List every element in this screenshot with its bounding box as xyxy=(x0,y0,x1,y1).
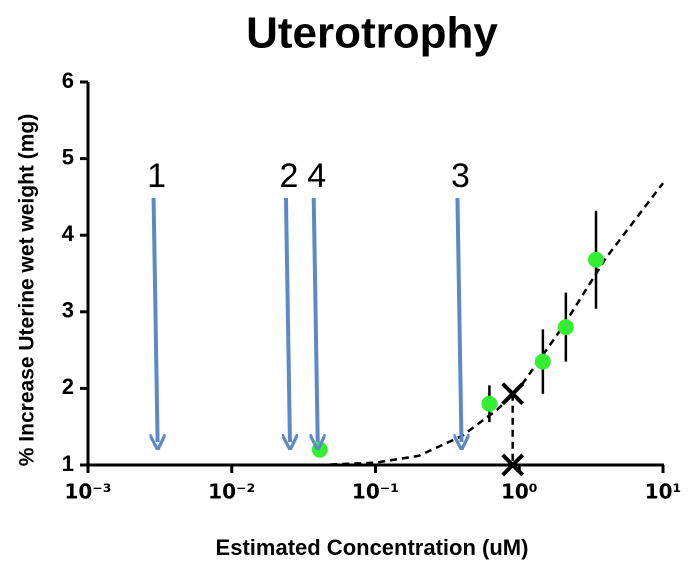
x-marker-stroke xyxy=(501,453,525,477)
annotation-arrow xyxy=(286,197,290,442)
x-tick-label: 10⁻¹ xyxy=(352,480,399,504)
x-tick-label: 10¹ xyxy=(645,480,682,504)
x-marker-stroke xyxy=(501,382,525,406)
annotation-arrow xyxy=(457,197,461,442)
fit-line xyxy=(318,182,664,467)
y-tick-label: 5 xyxy=(62,144,74,169)
y-tick-label: 6 xyxy=(62,68,74,93)
data-point xyxy=(311,441,328,458)
annotation-arrow xyxy=(314,197,318,442)
chart-title: Uterotrophy xyxy=(246,9,498,58)
x-tick-label: 10⁰ xyxy=(501,480,538,504)
data-point xyxy=(588,251,605,268)
annotation-label: 3 xyxy=(451,157,470,195)
data-point xyxy=(481,395,498,412)
annotation-label: 2 xyxy=(279,157,298,195)
data-point xyxy=(534,353,551,370)
annotation-label: 1 xyxy=(147,157,166,195)
x-tick-label: 10⁻³ xyxy=(64,480,111,504)
y-tick-label: 4 xyxy=(62,221,75,246)
annotation-arrow xyxy=(154,197,158,442)
x-axis-label: Estimated Concentration (uM) xyxy=(216,535,529,560)
y-tick-label: 1 xyxy=(62,451,74,476)
x-marker xyxy=(501,453,525,477)
y-axis-label: % Increase Uterine wet weight (mg) xyxy=(16,114,39,466)
y-tick-label: 2 xyxy=(62,374,74,399)
annotation-label: 4 xyxy=(307,157,326,195)
y-tick-label: 3 xyxy=(62,298,74,323)
x-marker xyxy=(501,382,525,406)
data-point xyxy=(557,319,574,336)
x-tick-label: 10⁻² xyxy=(208,480,255,504)
